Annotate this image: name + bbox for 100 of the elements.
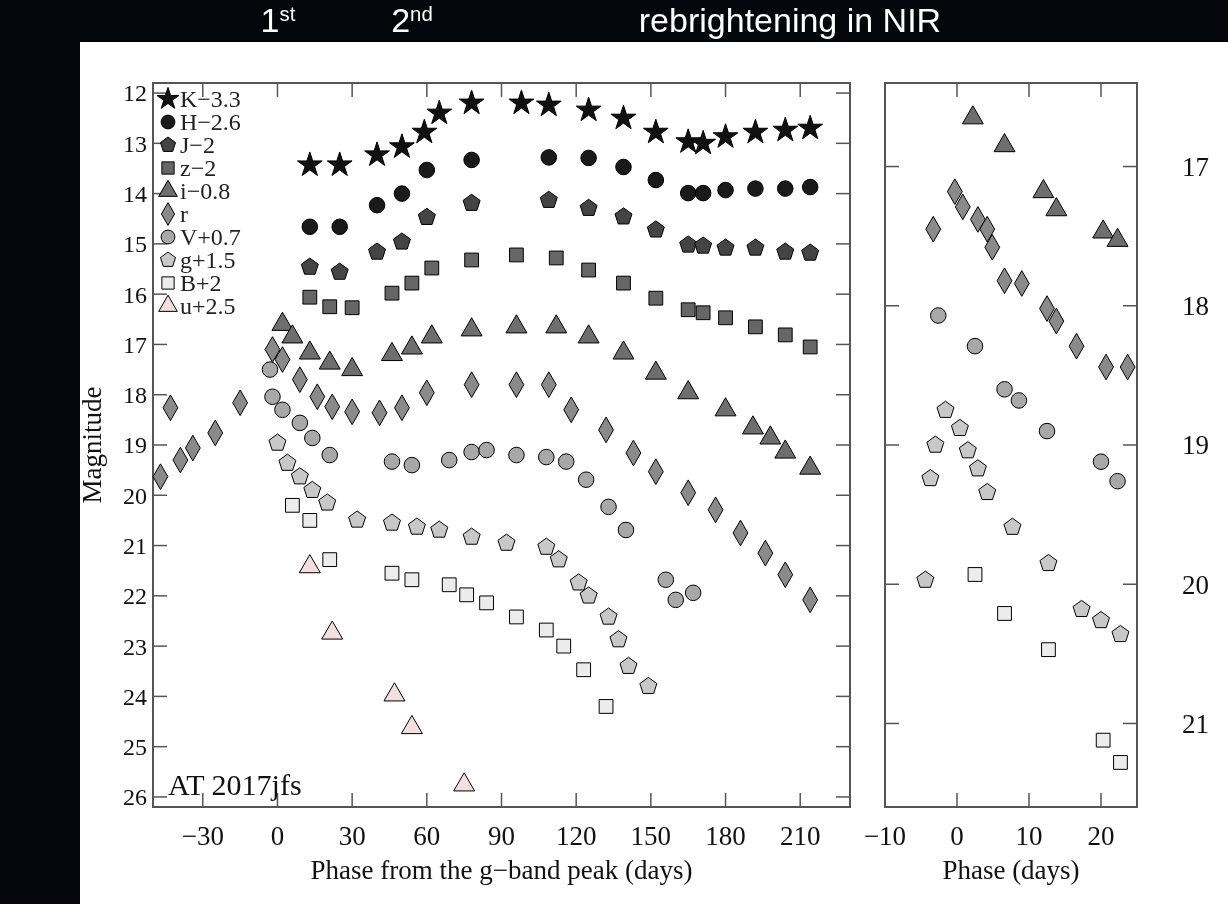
point <box>318 493 337 511</box>
point <box>797 114 824 140</box>
text: 1$^{st}$ <box>260 1 296 39</box>
point <box>646 220 665 238</box>
point <box>303 480 322 498</box>
point <box>1072 599 1091 618</box>
point <box>441 577 457 593</box>
point <box>600 498 617 516</box>
point <box>383 453 401 470</box>
point <box>1041 642 1056 658</box>
point <box>801 243 820 261</box>
point <box>464 252 480 268</box>
point <box>579 586 598 604</box>
point <box>958 441 977 459</box>
point <box>304 429 321 447</box>
x-tick-label: 150 <box>630 821 672 851</box>
point <box>936 400 955 418</box>
y-tick-label: 17 <box>1182 151 1209 182</box>
point <box>440 451 458 469</box>
point <box>417 207 436 225</box>
point <box>321 446 339 464</box>
point <box>426 99 453 125</box>
point <box>302 289 318 305</box>
point <box>326 151 353 176</box>
point <box>950 418 969 437</box>
point <box>407 517 426 535</box>
point <box>539 190 558 208</box>
point <box>667 591 685 609</box>
point <box>694 236 713 254</box>
point <box>268 433 287 451</box>
point <box>296 151 323 176</box>
point <box>580 149 597 167</box>
point <box>404 275 420 291</box>
x-tick-label: 180 <box>705 821 746 851</box>
y-tick-label: 18 <box>1182 291 1209 322</box>
point <box>579 198 598 216</box>
point <box>291 414 309 432</box>
point <box>1092 611 1110 629</box>
point <box>996 381 1013 398</box>
point <box>569 573 588 591</box>
point <box>610 104 637 130</box>
y-tick-label: 23 <box>123 633 147 660</box>
point <box>538 448 555 466</box>
x-tick-label: 90 <box>488 821 515 851</box>
point <box>368 196 386 214</box>
point <box>538 622 554 638</box>
point <box>679 235 698 253</box>
point <box>463 151 480 169</box>
point <box>478 441 495 459</box>
point <box>508 89 535 115</box>
point <box>1010 392 1028 409</box>
point <box>290 467 309 485</box>
point <box>430 520 449 538</box>
point <box>392 232 411 250</box>
point <box>411 118 438 144</box>
point <box>777 327 793 343</box>
point <box>384 285 400 301</box>
x-tick-label: 20 <box>1087 821 1115 851</box>
point <box>694 184 712 202</box>
point <box>926 435 945 453</box>
point <box>967 567 983 582</box>
point <box>1109 472 1126 490</box>
point <box>639 676 658 695</box>
point <box>801 178 819 196</box>
y-tick-label: 16 <box>123 281 147 308</box>
point <box>619 656 638 674</box>
y-tick-label: 15 <box>123 231 147 258</box>
point <box>497 533 516 551</box>
point <box>556 638 572 654</box>
point <box>1038 422 1056 440</box>
y-tick-label: 21 <box>123 532 147 559</box>
point <box>718 310 733 326</box>
point <box>384 565 400 581</box>
point <box>458 89 485 115</box>
point <box>479 595 494 611</box>
text: 2$^{nd}$ <box>391 1 433 39</box>
x-tick-label: 10 <box>1015 821 1043 851</box>
y-tick-label: 17 <box>123 331 147 358</box>
x-tick-label: 120 <box>555 821 597 851</box>
point <box>393 185 411 202</box>
point <box>684 584 702 602</box>
point <box>1095 732 1111 748</box>
point <box>301 218 319 236</box>
point <box>557 453 575 470</box>
point <box>364 141 390 166</box>
x-tick-label: 0 <box>270 821 285 851</box>
y-tick-label: 20 <box>123 482 147 509</box>
point <box>575 96 602 122</box>
y-tick-label: 25 <box>123 734 147 761</box>
x-axis-title: Phase (days) <box>942 855 1080 885</box>
point <box>978 482 997 501</box>
point <box>598 699 614 714</box>
point <box>772 116 799 142</box>
y-tick-label: 20 <box>1182 569 1209 600</box>
point <box>344 300 360 316</box>
text: rebrightening in NIR <box>638 1 942 39</box>
point <box>599 607 618 625</box>
x-tick-label: 30 <box>338 821 366 851</box>
point <box>302 513 318 528</box>
point <box>348 510 367 528</box>
